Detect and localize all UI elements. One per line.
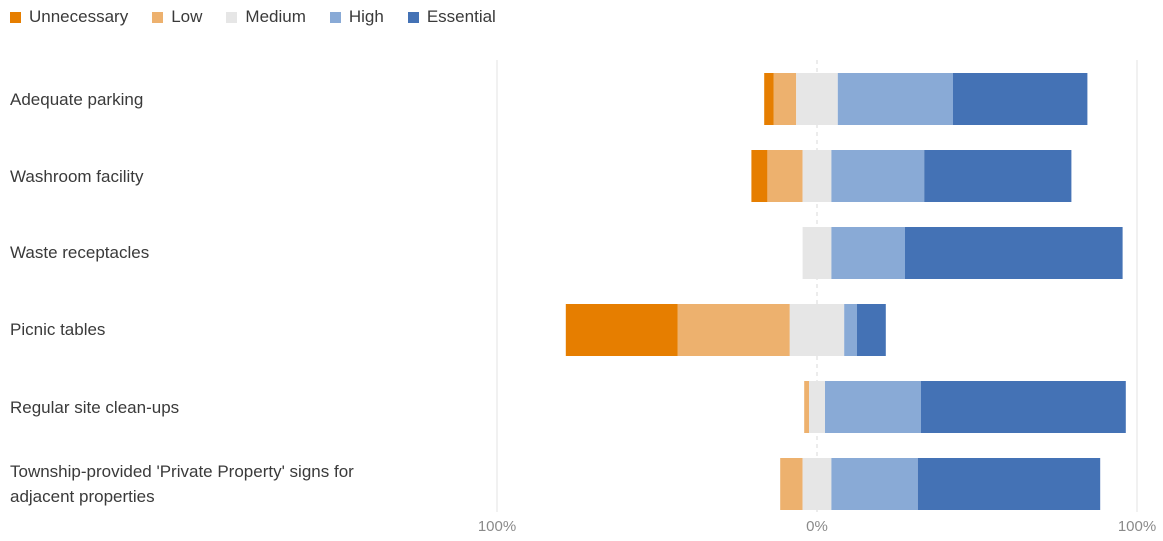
bar-high-1 [831,150,925,202]
bar-medium-3 [789,304,845,356]
bar-high-0 [837,73,953,125]
legend-label-unnecessary: Unnecessary [29,7,129,26]
legend-item-unnecessary: Unnecessary [10,7,128,27]
bar-low-0 [773,73,797,125]
legend-swatch-medium [226,11,238,23]
legend-item-essential: Essential [407,7,496,27]
category-label-washroom-facility: Washroom facility [10,167,144,186]
bar-essential-5 [917,458,1101,510]
chart-legend: Unnecessary Low Medium High Essential [10,6,520,28]
bar-medium-2 [802,227,832,279]
x-tick-label: 0% [806,518,828,535]
category-label-private-property-signs: Township-provided 'Private Property' sig… [10,462,354,506]
x-tick-label: 100% [1118,518,1156,535]
bar-medium-4 [809,381,825,433]
category-label-adequate-parking: Adequate parking [10,90,144,109]
bar-unnecessary-0 [764,73,774,125]
bar-essential-2 [905,227,1123,279]
legend-item-high: High [329,7,384,27]
bar-high-3 [844,304,857,356]
bar-low-1 [767,150,803,202]
bar-medium-5 [802,458,832,510]
bar-unnecessary-1 [751,150,768,202]
bar-unnecessary-3 [565,304,678,356]
bar-low-3 [677,304,790,356]
category-label-waste-receptacles: Waste receptacles [10,243,150,262]
legend-swatch-essential [407,11,419,23]
legend-item-low: Low [152,7,202,27]
bar-essential-3 [857,304,886,356]
legend-swatch-unnecessary [10,11,21,23]
category-label-regular-site-clean-ups: Regular site clean-ups [10,398,180,417]
legend-swatch-high [329,11,341,23]
bar-high-5 [831,458,918,510]
legend-label-medium: Medium [245,7,306,26]
legend-label-essential: Essential [426,7,496,26]
bar-medium-0 [796,73,838,125]
bar-medium-1 [802,150,832,202]
bar-essential-4 [921,381,1126,433]
category-label-picnic-tables: Picnic tables [10,320,106,339]
bar-low-5 [780,458,803,510]
bar-high-2 [831,227,905,279]
legend-swatch-low [152,11,164,23]
x-tick-label: 100% [478,518,516,535]
bar-essential-0 [953,73,1088,125]
bar-essential-1 [924,150,1072,202]
legend-item-medium: Medium [226,7,306,27]
legend-label-low: Low [171,7,203,26]
legend-label-high: High [348,7,384,26]
bar-low-4 [804,381,809,433]
bar-high-4 [825,381,921,433]
